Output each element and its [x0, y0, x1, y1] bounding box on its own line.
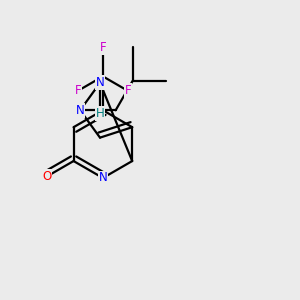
Text: F: F	[100, 41, 106, 54]
Text: F: F	[124, 84, 131, 97]
Text: F: F	[75, 84, 81, 97]
Text: H: H	[96, 107, 104, 120]
Text: N: N	[96, 76, 104, 89]
Text: O: O	[42, 170, 51, 183]
Text: N: N	[98, 172, 107, 184]
Text: N: N	[76, 104, 85, 117]
